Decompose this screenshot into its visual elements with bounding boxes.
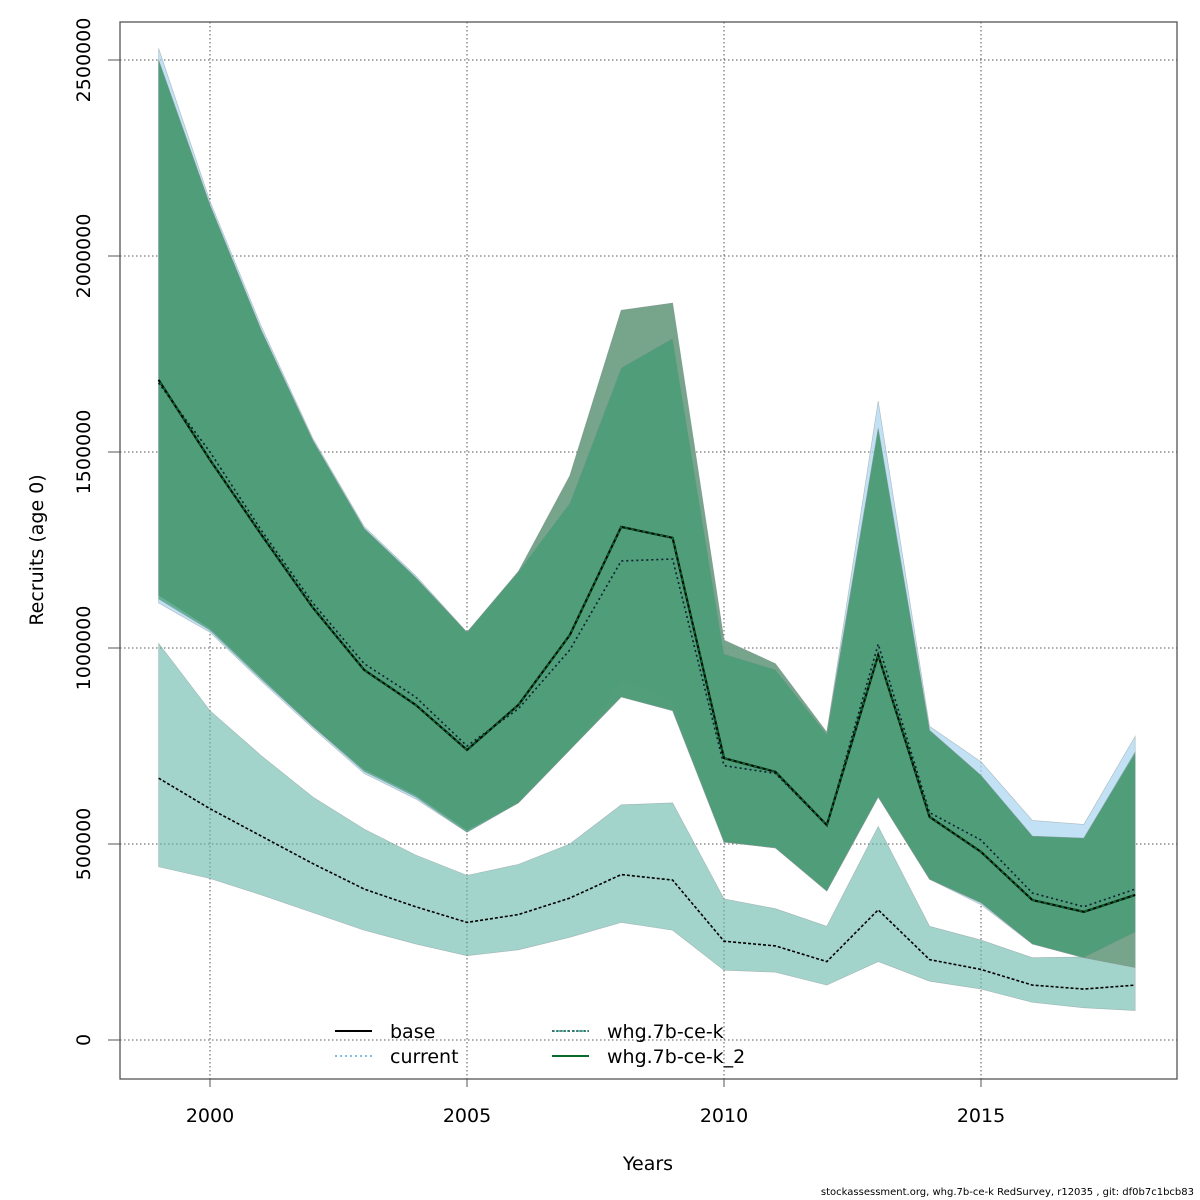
band-whg-7b-ce-k-2 [158, 59, 1136, 958]
footer-attribution: stockassessment.org, whg.7b-ce-k RedSurv… [820, 1187, 1194, 1198]
axes: 2000 2005 2010 2015 0 500000 1000000 1500000 200… [73, 18, 1005, 1127]
legend-entry: whg.7b-ce-k_2 [552, 1046, 745, 1068]
legend-label: whg.7b-ce-k [607, 1021, 724, 1043]
plot-frame [119, 21, 1178, 1080]
x-axis-label: Years [622, 1153, 673, 1175]
legend-entry: current [335, 1046, 459, 1068]
series-lines [157, 379, 1136, 990]
y-tick-label: 0 [73, 1034, 95, 1046]
legend-label: base [390, 1021, 435, 1043]
band-whg-7b-ce-k [158, 642, 1136, 1011]
legend-label: whg.7b-ce-k_2 [607, 1046, 745, 1068]
line-whg-7b-ce-k-2-dash [158, 379, 1136, 913]
line-whg-7b-ce-k [158, 777, 1136, 990]
y-tick-label: 2500000 [73, 18, 95, 103]
y-tick-label: 500000 [73, 808, 95, 881]
y-tick-label: 1500000 [73, 410, 95, 495]
y-axis-label: Recruits (age 0) [26, 474, 48, 625]
x-tick-label: 2005 [443, 1105, 491, 1127]
legend: base current whg.7b-ce-k whg.7b-ce-k_2 [335, 1021, 745, 1068]
x-tick-label: 2015 [957, 1105, 1005, 1127]
y-tick-label: 1000000 [73, 606, 95, 691]
x-tick-label: 2010 [700, 1105, 748, 1127]
y-tick-label: 2000000 [73, 214, 95, 299]
legend-label: current [390, 1046, 459, 1068]
legend-entry: base [335, 1021, 435, 1043]
line-current [157, 382, 1136, 908]
confidence-bands [158, 48, 1136, 1011]
legend-entry: whg.7b-ce-k [552, 1021, 724, 1043]
x-tick-label: 2000 [186, 1105, 234, 1127]
